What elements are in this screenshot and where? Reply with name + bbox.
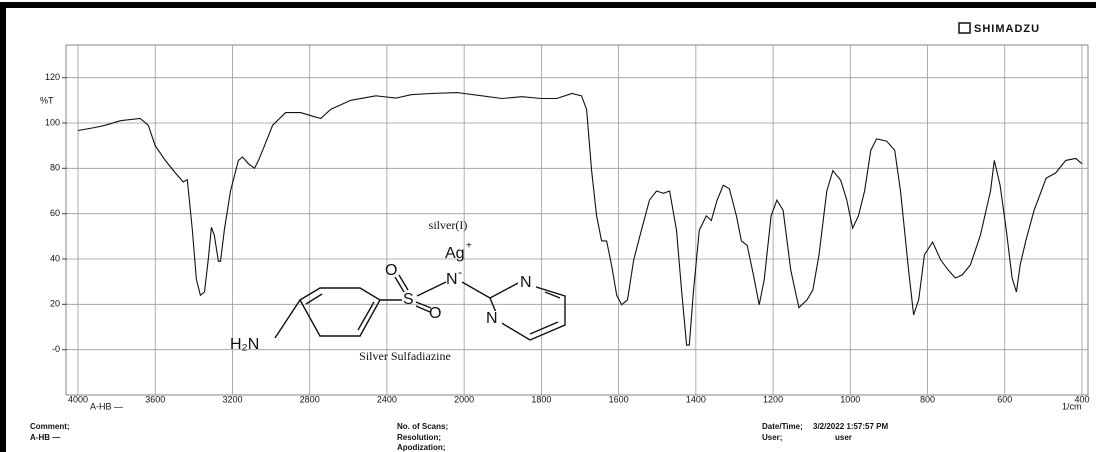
ion: Ag — [445, 245, 465, 262]
oxygen: O — [429, 305, 441, 322]
anion-charge: - — [458, 265, 462, 279]
y-axis-label: %T — [40, 95, 54, 105]
bond — [398, 274, 409, 291]
ion-name: silver(I) — [429, 218, 468, 232]
y-tick-label: -0 — [52, 344, 60, 354]
x-tick-label: 2800 — [300, 394, 320, 404]
footer-label: User; — [762, 433, 782, 442]
bond — [305, 293, 323, 305]
x-tick-label: 1000 — [840, 394, 860, 404]
footer-label: Resolution; — [397, 433, 441, 442]
sulfur: S — [403, 291, 414, 308]
x-tick-label: 3600 — [145, 394, 165, 404]
footer-value: A-HB — — [30, 433, 60, 442]
x-tick-label: 3200 — [222, 394, 242, 404]
ion-charge: + — [466, 241, 472, 252]
footer-value: 3/2/2022 1:57:57 PM — [813, 422, 888, 431]
bond — [416, 281, 447, 297]
footer-label: No. of Scans; — [397, 422, 448, 431]
x-axis-unit: 1/cm — [1062, 401, 1082, 411]
x-tick-label: 1600 — [609, 394, 629, 404]
footer-label: Comment; — [30, 422, 70, 431]
bond — [544, 291, 561, 299]
bond — [529, 321, 559, 335]
x-tick-label: 800 — [920, 394, 935, 404]
bond — [461, 281, 491, 299]
compound-name: Silver Sulfadiazine — [359, 349, 451, 363]
y-tick-label: 60 — [50, 208, 60, 218]
ring-nitrogen: N — [520, 274, 532, 291]
spectrum-line — [77, 92, 1083, 346]
bond — [274, 299, 301, 339]
footer-value: user — [835, 433, 852, 442]
oxygen: O — [385, 262, 397, 279]
ring-nitrogen: N — [486, 310, 498, 327]
footer-label: Apodization; — [397, 443, 445, 452]
x-tick-label: 2400 — [377, 394, 397, 404]
x-tick-label: 4000 — [68, 394, 88, 404]
x-tick-label: 2000 — [454, 394, 474, 404]
bond — [415, 301, 432, 309]
x-tick-label: 1800 — [531, 394, 551, 404]
y-tick-label: 20 — [50, 299, 60, 309]
y-tick-label: 40 — [50, 253, 60, 263]
x-tick-label: 1400 — [686, 394, 706, 404]
x-tick-label: 600 — [997, 394, 1012, 404]
label-bg — [518, 275, 536, 289]
y-tick-label: 100 — [45, 117, 60, 127]
y-tick-label: 80 — [50, 163, 60, 173]
bond — [394, 276, 405, 293]
plot-frame — [65, 44, 1089, 396]
plot: -0 20 40 60 80 100 120 4000 3600 3200 2800 2400 2000… — [45, 45, 1090, 404]
brand: SHIMADZU — [974, 23, 1040, 35]
footer-label: Date/Time; — [762, 422, 803, 431]
bond — [415, 305, 431, 313]
bond — [357, 301, 375, 331]
amine: H₂N — [230, 336, 259, 353]
label-bg — [484, 311, 502, 325]
x-tick-label: 400 — [1074, 394, 1089, 404]
brand-logo — [958, 22, 971, 34]
nitrogen-anion: N — [446, 271, 458, 288]
x-tick-label: 1200 — [763, 394, 783, 404]
y-tick-label: 120 — [45, 72, 60, 82]
sample-label: A-HB — — [90, 401, 123, 411]
